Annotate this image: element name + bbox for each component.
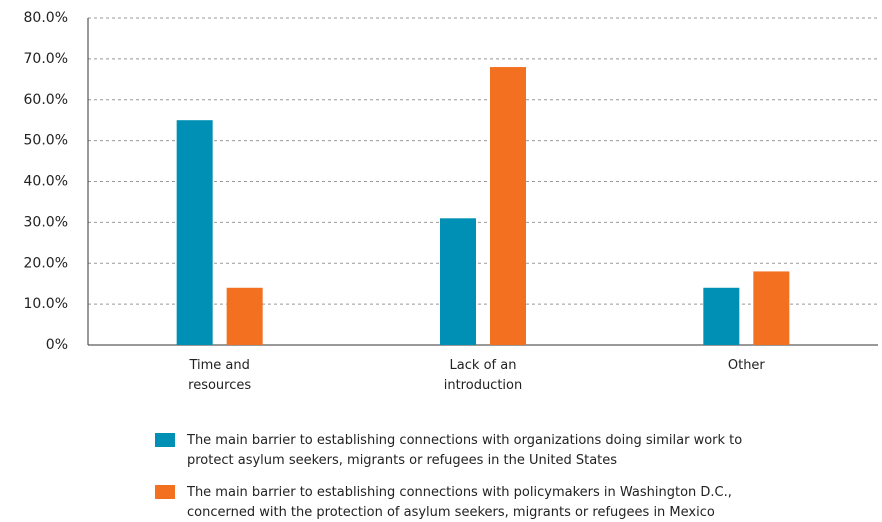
x-tick-label: Other xyxy=(727,358,765,373)
legend-label: The main barrier to establishing connect… xyxy=(187,433,743,468)
bar xyxy=(753,271,790,345)
y-tick-label: 80.0% xyxy=(24,10,68,26)
legend-swatch xyxy=(155,433,175,447)
x-tick-label: Lack of an introduction xyxy=(443,358,523,393)
bar xyxy=(490,67,526,346)
y-tick-label: 0% xyxy=(46,337,68,353)
legend-swatch xyxy=(155,485,175,499)
y-tick-label: 50.0% xyxy=(24,133,68,149)
bar xyxy=(226,287,263,345)
bar xyxy=(703,287,740,345)
bar xyxy=(176,120,213,345)
legend-label: The main barrier to establishing connect… xyxy=(187,485,732,520)
bar xyxy=(440,218,476,345)
y-tick-label: 40.0% xyxy=(24,174,68,190)
y-tick-label: 30.0% xyxy=(24,214,68,230)
x-tick-label: Time and resources xyxy=(188,358,252,393)
y-tick-label: 60.0% xyxy=(24,92,68,108)
y-tick-label: 10.0% xyxy=(24,296,68,312)
y-tick-label: 20.0% xyxy=(24,255,68,271)
y-tick-label: 70.0% xyxy=(24,51,68,67)
